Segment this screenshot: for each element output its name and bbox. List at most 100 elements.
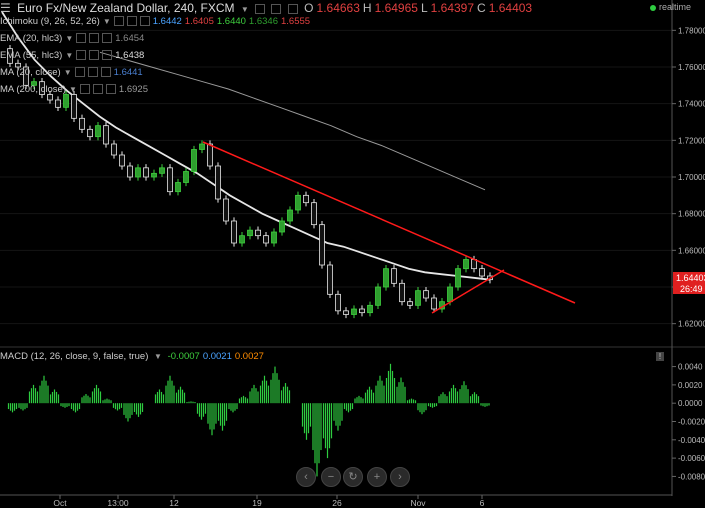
macd-legend: MACD (12, 26, close, 9, false, true) ▼ -… xyxy=(0,351,270,362)
indicator-label[interactable]: MA (200, close) xyxy=(0,84,66,95)
candle-body xyxy=(391,268,397,284)
reset-button[interactable]: ↻ xyxy=(343,467,363,487)
indicator-value: 1.6555 xyxy=(280,16,311,27)
visibility-icon[interactable] xyxy=(113,16,124,27)
candle-body xyxy=(15,62,21,68)
price-tick-label: 1.74000 xyxy=(678,100,705,109)
candle-body xyxy=(23,66,29,86)
chevron-down-icon[interactable]: ▼ xyxy=(65,51,74,60)
collapse-pane-button[interactable]: ! xyxy=(656,352,664,361)
ma200-series xyxy=(99,51,486,191)
candle-body xyxy=(271,231,277,244)
candle-body xyxy=(127,165,133,178)
candle-body xyxy=(359,308,365,314)
ohlc-value: 1.64403 xyxy=(488,1,533,15)
candle-body xyxy=(71,94,77,119)
price-tick-label: 1.78000 xyxy=(678,26,705,35)
indicator-row: MA (20, close) ▼ 1.6441 xyxy=(0,67,146,78)
chevron-down-icon[interactable]: ▼ xyxy=(69,85,77,94)
price-tick-label: 1.76000 xyxy=(678,63,705,72)
visibility-icon[interactable] xyxy=(76,50,87,61)
candle-body xyxy=(399,282,405,303)
symbol-title[interactable]: Euro Fx/New Zealand Dollar, 240, FXCM xyxy=(17,1,235,15)
candle-body xyxy=(167,167,173,193)
price-series xyxy=(7,45,493,319)
trendline-upper[interactable] xyxy=(202,141,576,304)
indicator-row: EMA (20, hlc3) ▼ 1.6454 xyxy=(0,33,147,44)
ohlc-key: L xyxy=(420,1,428,15)
menu-icon[interactable]: ☰ xyxy=(0,1,11,15)
candle-body xyxy=(383,268,389,288)
visibility-icon[interactable] xyxy=(74,67,85,78)
settings-icon[interactable] xyxy=(92,84,103,95)
close-icon[interactable] xyxy=(105,84,116,95)
indicator-label[interactable]: EMA (55, hlc3) xyxy=(0,50,63,61)
visibility-icon[interactable] xyxy=(255,3,266,14)
candle-body xyxy=(407,301,413,306)
visibility-icon[interactable] xyxy=(79,84,90,95)
time-tick-label: 19 xyxy=(252,498,262,508)
indicator-label[interactable]: EMA (20, hlc3) xyxy=(0,33,63,44)
scroll-left-button[interactable]: ‹ xyxy=(296,467,316,487)
macd-axis: 0.0040 0.0020 0.0000 -0.0020 -0.0040 -0.0060 -… xyxy=(672,363,705,481)
price-tick-label: 1.66000 xyxy=(678,246,705,255)
candle-body xyxy=(63,94,69,108)
settings-icon[interactable] xyxy=(89,50,100,61)
candle-body xyxy=(479,268,485,277)
ema55-line xyxy=(1,11,491,281)
grid xyxy=(0,29,672,325)
settings-icon[interactable] xyxy=(271,3,282,14)
candle-body xyxy=(423,290,429,299)
settings-icon[interactable] xyxy=(89,33,100,44)
scroll-right-button[interactable]: › xyxy=(390,467,410,487)
candle-body xyxy=(327,264,333,295)
indicator-value: 1.6925 xyxy=(118,84,148,95)
candle-body xyxy=(31,81,37,86)
close-icon[interactable] xyxy=(287,3,298,14)
chevron-down-icon[interactable]: ▼ xyxy=(65,34,74,43)
candle-body xyxy=(159,167,165,174)
zoom-in-button[interactable]: + xyxy=(367,467,387,487)
indicator-label[interactable]: MA (20, close) xyxy=(0,67,61,78)
close-icon[interactable] xyxy=(102,33,113,44)
candle-body xyxy=(87,128,93,138)
candle-body xyxy=(255,229,261,237)
chevron-down-icon[interactable]: ▼ xyxy=(240,5,249,14)
macd-value: 0.0021 xyxy=(202,351,232,362)
time-tick-label: Nov xyxy=(410,498,426,508)
ema55-series xyxy=(1,11,491,281)
settings-icon[interactable] xyxy=(87,67,98,78)
settings-icon[interactable] xyxy=(126,16,137,27)
macd-tick-label: -0.0060 xyxy=(678,454,705,463)
macd-tick-label: 0.0020 xyxy=(678,381,703,390)
chevron-down-icon[interactable]: ▼ xyxy=(154,352,162,361)
time-tick-label: Oct xyxy=(53,498,67,508)
indicator-label[interactable]: Ichimoku (9, 26, 52, 26) xyxy=(0,16,100,27)
close-icon[interactable] xyxy=(102,50,113,61)
zoom-out-button[interactable]: − xyxy=(321,467,341,487)
indicator-value: 1.6442 xyxy=(152,16,182,27)
last-price-label: 1.64403 xyxy=(676,273,705,283)
visibility-icon[interactable] xyxy=(76,33,87,44)
realtime-indicator: realtime xyxy=(649,2,691,12)
candle-body xyxy=(431,297,437,310)
candle-body xyxy=(103,125,109,145)
indicator-value: 1.6438 xyxy=(115,50,145,61)
indicator-row: EMA (55, hlc3) ▼ 1.6438 xyxy=(0,50,147,61)
trendline-lower[interactable] xyxy=(431,269,505,314)
candle-body xyxy=(143,167,149,178)
status-dot xyxy=(649,4,656,11)
macd-value: 0.0027 xyxy=(234,351,264,362)
macd-label[interactable]: MACD (12, 26, close, 9, false, true) xyxy=(0,351,149,362)
chevron-down-icon[interactable]: ▼ xyxy=(63,68,72,77)
macd-tick-label: -0.0080 xyxy=(678,472,705,481)
chevron-down-icon[interactable]: ▼ xyxy=(102,17,111,26)
price-tick-label: 1.68000 xyxy=(678,210,705,219)
ohlc-values: O 1.64663 H 1.64965 L 1.64397 C 1.64403 xyxy=(304,1,535,15)
close-icon[interactable] xyxy=(100,67,111,78)
close-icon[interactable] xyxy=(139,16,150,27)
macd-tick-label: -0.0040 xyxy=(678,436,705,445)
ohlc-key: H xyxy=(362,1,372,15)
ohlc-value: 1.64397 xyxy=(430,1,475,15)
